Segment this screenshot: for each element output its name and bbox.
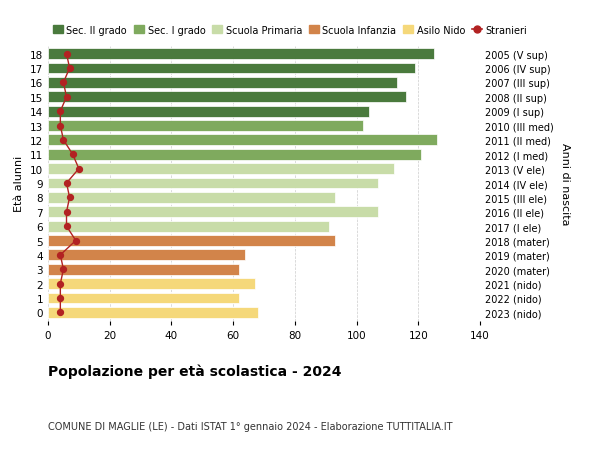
Point [56, 108, 65, 116]
Bar [48, 63, 415, 74]
Bar [48, 221, 329, 232]
Text: Popolazione per età scolastica - 2024: Popolazione per età scolastica - 2024 [48, 364, 341, 379]
Bar [48, 78, 397, 89]
Point [56, 309, 65, 316]
Point [59, 266, 68, 274]
Point [62, 208, 71, 216]
Bar [48, 308, 258, 318]
Bar [48, 207, 378, 218]
Bar [48, 49, 434, 60]
Point [62, 51, 71, 58]
Point [62, 94, 71, 101]
Bar [48, 106, 369, 117]
Y-axis label: Età alunni: Età alunni [14, 156, 25, 212]
Point [65, 65, 74, 73]
Bar [48, 250, 245, 261]
Point [56, 280, 65, 288]
Bar [48, 293, 239, 304]
Bar [48, 92, 406, 103]
Point [74, 166, 83, 173]
Point [71, 237, 80, 245]
Y-axis label: Anni di nascita: Anni di nascita [560, 142, 570, 225]
Legend: Sec. II grado, Sec. I grado, Scuola Primaria, Scuola Infanzia, Asilo Nido, Stran: Sec. II grado, Sec. I grado, Scuola Prim… [53, 26, 527, 35]
Bar [48, 150, 421, 160]
Point [62, 223, 71, 230]
Bar [48, 235, 335, 246]
Bar [48, 279, 255, 289]
Point [59, 79, 68, 87]
Point [56, 252, 65, 259]
Text: COMUNE DI MAGLIE (LE) - Dati ISTAT 1° gennaio 2024 - Elaborazione TUTTITALIA.IT: COMUNE DI MAGLIE (LE) - Dati ISTAT 1° ge… [48, 421, 452, 431]
Bar [48, 135, 437, 146]
Bar [48, 121, 363, 132]
Point [59, 137, 68, 144]
Point [62, 180, 71, 187]
Point [65, 194, 74, 202]
Point [56, 295, 65, 302]
Point [56, 123, 65, 130]
Bar [48, 193, 335, 203]
Bar [48, 164, 394, 174]
Bar [48, 264, 239, 275]
Bar [48, 178, 378, 189]
Point [68, 151, 77, 159]
